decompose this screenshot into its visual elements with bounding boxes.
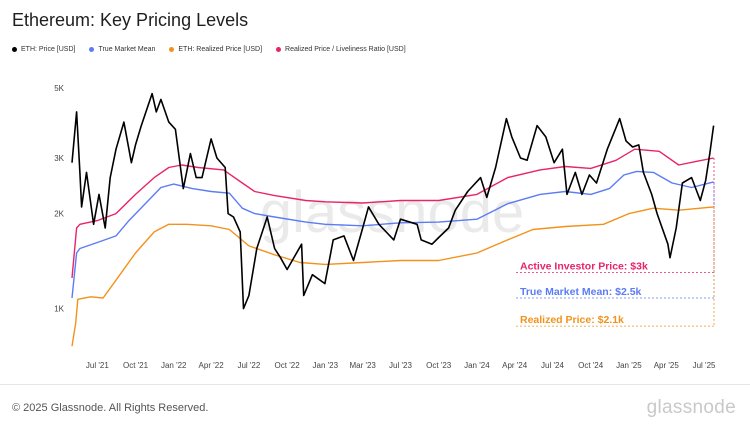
y-tick-label: 2K xyxy=(54,210,64,219)
series-line xyxy=(71,92,715,310)
glassnode-logo: glassnode xyxy=(646,397,736,418)
annotation-label: Realized Price: $2.1k xyxy=(520,314,624,326)
x-tick-label: Jul '22 xyxy=(237,361,260,370)
legend-label: ETH: Price [USD] xyxy=(21,46,76,53)
y-tick-label: 5K xyxy=(54,84,64,93)
footer-divider xyxy=(0,384,750,385)
y-tick-label: 1K xyxy=(54,305,64,314)
y-tick-label: 3K xyxy=(54,154,64,163)
chart-canvas: glassnode 1K 2K 3K 5K Jul '21 Oct '21 Jan '22 Ap… xyxy=(54,84,716,370)
x-tick-label: Jan '22 xyxy=(161,361,187,370)
legend-swatch xyxy=(89,47,95,52)
legend-label: ETH: Realized Price [USD] xyxy=(178,46,263,53)
x-tick-label: Oct '21 xyxy=(123,361,149,370)
x-tick-label: Jul '24 xyxy=(541,361,564,370)
legend-item[interactable]: Realized Price / Liveliness Ratio [USD] xyxy=(276,46,406,53)
x-tick-label: Jan '23 xyxy=(313,361,339,370)
legend-swatch xyxy=(169,47,175,52)
x-tick-label: Oct '23 xyxy=(426,361,452,370)
legend-swatch xyxy=(12,47,17,52)
legend-swatch xyxy=(276,47,282,52)
x-tick-label: Apr '25 xyxy=(654,361,680,370)
series-line xyxy=(71,206,714,347)
legend-item[interactable]: ETH: Price [USD] xyxy=(12,46,75,53)
x-tick-label: Jan '25 xyxy=(616,361,642,370)
legend-item[interactable]: ETH: Realized Price [USD] xyxy=(169,46,262,53)
x-tick-label: Oct '24 xyxy=(578,361,604,370)
x-tick-label: Jul '21 xyxy=(86,361,109,370)
x-tick-label: Apr '24 xyxy=(502,361,528,370)
chart-legend: ETH: Price [USD] True Market Mean ETH: Rea… xyxy=(12,46,406,53)
annotation-label: True Market Mean: $2.5k xyxy=(520,286,642,298)
legend-item[interactable]: True Market Mean xyxy=(89,46,155,53)
series-line xyxy=(71,170,714,299)
x-tick-label: Jul '25 xyxy=(693,361,716,370)
annotation-label: Active Investor Price: $3k xyxy=(520,261,648,273)
series-line xyxy=(71,148,714,279)
watermark: glassnode xyxy=(260,180,524,245)
x-tick-label: Jul '23 xyxy=(389,361,412,370)
x-tick-label: Mar '23 xyxy=(349,361,376,370)
chart-title: Ethereum: Key Pricing Levels xyxy=(12,10,249,30)
copyright-text: © 2025 Glassnode. All Rights Reserved. xyxy=(12,402,209,414)
x-tick-label: Oct '22 xyxy=(275,361,301,370)
x-tick-label: Apr '22 xyxy=(199,361,225,370)
legend-label: Realized Price / Liveliness Ratio [USD] xyxy=(285,46,406,53)
x-tick-label: Jan '24 xyxy=(464,361,490,370)
legend-label: True Market Mean xyxy=(98,46,156,53)
